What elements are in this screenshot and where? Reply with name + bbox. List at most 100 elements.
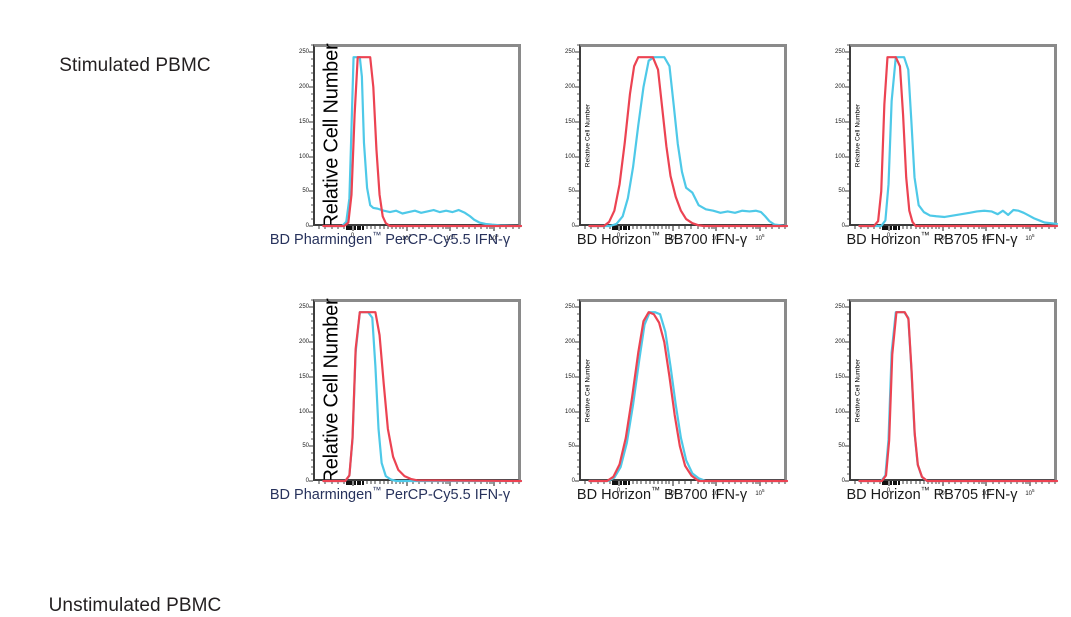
trademark-symbol: ™: [920, 485, 930, 495]
x-tick-label: 105: [755, 233, 764, 242]
y-minor-tick: [577, 128, 579, 130]
x-minor-tick: [491, 226, 493, 229]
x-minor-tick: [456, 226, 458, 229]
y-tick-mark: [845, 225, 849, 227]
y-minor-tick: [311, 404, 313, 406]
x-tick-base: 10: [711, 236, 719, 242]
x-minor-tick: [489, 481, 491, 484]
y-tick-label: 150: [834, 118, 845, 125]
x-minor-tick: [609, 481, 611, 484]
x-tick-exponent: 5: [762, 488, 765, 493]
y-minor-tick: [847, 72, 849, 74]
x-minor-tick: [713, 481, 715, 484]
histogram-curve-red: [588, 311, 789, 483]
x-minor-tick: [486, 481, 488, 484]
x-tick-label: 104: [982, 488, 991, 497]
x-minor-tick: [665, 226, 667, 229]
x-minor-tick: [740, 481, 742, 484]
x-minor-tick: [919, 481, 921, 484]
y-minor-tick: [577, 452, 579, 454]
x-minor-tick: [923, 481, 925, 484]
y-minor-tick: [311, 183, 313, 185]
x-minor-tick: [395, 226, 397, 229]
x-minor-tick: [983, 481, 985, 484]
y-minor-tick: [847, 320, 849, 322]
x-minor-tick: [597, 226, 599, 229]
y-tick-mark: [575, 445, 579, 447]
x-minor-tick: [627, 226, 630, 230]
y-minor-tick: [577, 404, 579, 406]
x-tick-mark: [449, 481, 451, 486]
y-minor-tick: [847, 417, 849, 419]
x-minor-tick: [713, 226, 715, 229]
x-minor-tick: [935, 481, 937, 484]
x-minor-tick: [1022, 226, 1024, 229]
y-tick-mark: [575, 411, 579, 413]
x-minor-tick: [935, 226, 937, 229]
x-minor-tick: [343, 226, 345, 229]
x-tick-base: 0: [886, 233, 891, 239]
x-minor-tick: [752, 226, 754, 229]
x-minor-tick: [370, 226, 372, 229]
x-minor-tick: [992, 481, 994, 484]
y-tick-mark: [845, 445, 849, 447]
x-tick-base: 10: [667, 236, 675, 242]
x-minor-tick: [412, 481, 414, 484]
histogram-panel-stim-rb705: Relative Cell Number 0 50 100 150 200 250 0 103 1…: [797, 30, 1067, 255]
x-minor-tick: [499, 481, 501, 484]
x-minor-tick: [902, 481, 904, 484]
x-minor-tick: [1035, 481, 1037, 484]
y-minor-tick: [847, 204, 849, 206]
x-minor-tick: [399, 226, 401, 229]
x-minor-tick: [603, 226, 605, 229]
y-tick-label: 100: [564, 153, 575, 160]
x-tick-label: 0: [617, 233, 620, 239]
y-minor-tick: [311, 149, 313, 151]
x-minor-tick: [356, 226, 359, 230]
x-minor-tick: [636, 226, 638, 229]
y-tick-mark: [575, 51, 579, 53]
x-minor-tick: [1010, 226, 1012, 229]
x-minor-tick: [653, 481, 655, 484]
caption-marker: PerCP-Cy5.5 IFN-γ: [381, 231, 511, 248]
histogram-curve-cyan: [858, 56, 1059, 228]
y-minor-tick: [577, 390, 579, 392]
y-minor-tick: [311, 473, 313, 475]
x-minor-tick: [678, 226, 680, 229]
x-minor-tick: [324, 226, 326, 229]
y-minor-tick: [311, 320, 313, 322]
x-minor-tick: [353, 481, 356, 485]
y-minor-tick: [311, 135, 313, 137]
x-minor-tick: [879, 481, 881, 484]
x-minor-tick: [619, 481, 622, 485]
y-minor-tick: [311, 211, 313, 213]
x-minor-tick: [960, 226, 962, 229]
x-minor-tick: [356, 481, 359, 485]
x-tick-label: 105: [755, 488, 764, 497]
y-minor-tick: [577, 417, 579, 419]
histogram-panel-stim-percp-cy55: Relative Cell Number 0 50 100 150 200 250 0 103 1…: [255, 30, 525, 255]
x-minor-tick: [690, 226, 692, 229]
y-minor-tick: [577, 149, 579, 151]
x-minor-tick: [462, 481, 464, 484]
x-tick-mark: [1029, 226, 1031, 231]
y-tick-mark: [309, 480, 313, 482]
x-minor-tick: [395, 481, 397, 484]
plot-frame: [849, 299, 1057, 481]
y-minor-tick: [577, 142, 579, 144]
x-minor-tick: [379, 226, 381, 229]
x-tick-exponent: 4: [452, 233, 455, 238]
x-minor-tick: [346, 226, 349, 230]
histogram-curves: [588, 56, 789, 228]
x-minor-tick: [348, 481, 351, 485]
x-tick-label: 103: [938, 488, 947, 497]
caption-brand: BD Horizon: [846, 231, 921, 248]
x-minor-tick: [480, 481, 482, 484]
x-minor-tick: [684, 226, 686, 229]
x-minor-tick: [640, 481, 642, 484]
x-tick-mark: [888, 481, 890, 486]
y-minor-tick: [577, 459, 579, 461]
x-tick-base: 10: [1025, 491, 1033, 497]
x-minor-tick: [399, 481, 401, 484]
caption-marker: RB705 IFN-γ: [929, 486, 1018, 503]
